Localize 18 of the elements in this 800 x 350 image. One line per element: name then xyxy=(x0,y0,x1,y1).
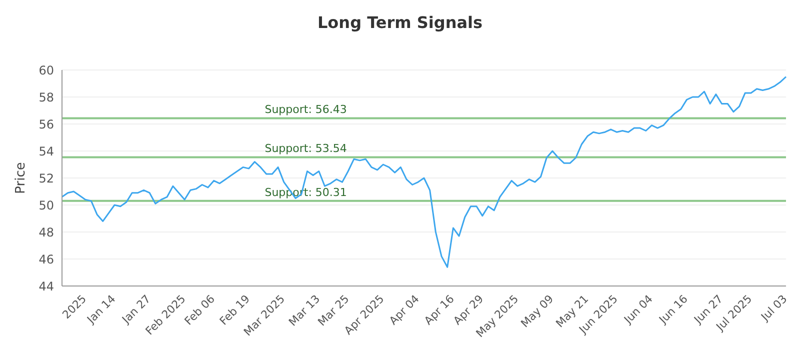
x-tick-label: Apr 04 xyxy=(386,292,422,328)
x-tick-label: Jul 03 xyxy=(758,292,790,324)
y-tick-label: 56 xyxy=(38,117,54,132)
ref-line-label: Support: 56.43 xyxy=(264,103,347,116)
y-tick-label: 46 xyxy=(38,252,54,266)
y-axis-title: Price xyxy=(14,162,29,194)
y-tick-label: 44 xyxy=(38,279,54,294)
y-tick-label: 50 xyxy=(38,198,54,212)
ref-line-label: Support: 53.54 xyxy=(264,142,347,156)
line-series xyxy=(61,76,787,268)
y-tick-label: 52 xyxy=(38,171,54,186)
y-tick-label: 58 xyxy=(38,90,54,104)
y-tick-label: 48 xyxy=(38,225,54,240)
chart-title: Long Term Signals xyxy=(316,12,484,34)
y-tick-label: 60 xyxy=(38,63,54,78)
x-tick-label: Jun 16 xyxy=(656,292,690,327)
x-tick-label: Jun 04 xyxy=(620,292,656,327)
y-tick-label: 54 xyxy=(38,144,54,158)
